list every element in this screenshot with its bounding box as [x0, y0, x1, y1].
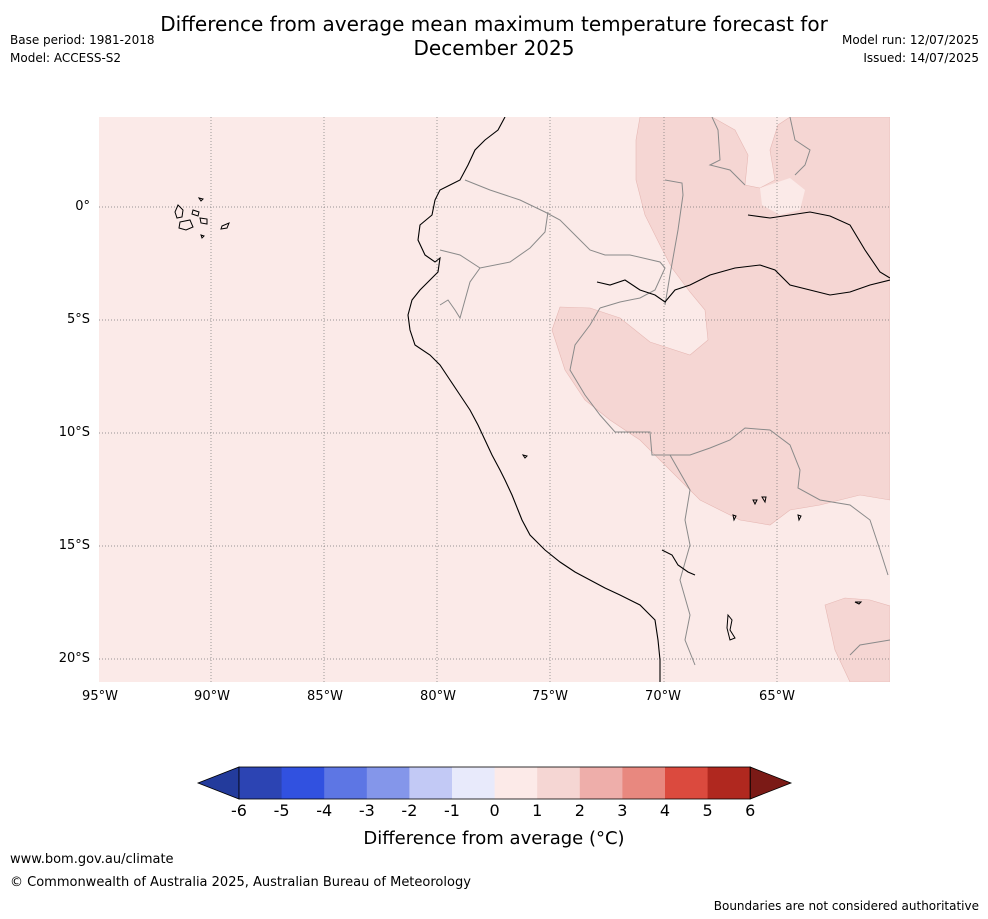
lat-label-20s: 20°S	[58, 651, 90, 666]
base-period: Base period: 1981-2018	[10, 33, 155, 47]
colorbar-tick-label: -1	[444, 801, 460, 820]
lon-label-90w: 90°W	[194, 689, 230, 704]
colorbar-outline	[238, 766, 751, 800]
lon-label-70w: 70°W	[645, 689, 681, 704]
colorbar-segment	[622, 767, 666, 799]
colorbar-tick-label: -3	[358, 801, 375, 820]
lon-label-85w: 85°W	[307, 689, 343, 704]
colorbar-segment	[707, 767, 751, 799]
lon-label-75w: 75°W	[532, 689, 568, 704]
title-line-1: Difference from average mean maximum tem…	[160, 12, 828, 36]
anomaly-1-2-region-south	[824, 597, 890, 682]
footer-disclaimer: Boundaries are not considered authoritat…	[713, 899, 979, 913]
lon-label-65w: 65°W	[759, 689, 795, 704]
lat-label-10s: 10°S	[58, 425, 90, 440]
footer-copyright: © Commonwealth of Australia 2025, Austra…	[10, 875, 471, 890]
colorbar-tick-label: -2	[401, 801, 418, 820]
model-name: Model: ACCESS-S2	[10, 51, 122, 65]
meta-left: Base period: 1981-2018 Model: ACCESS-S2	[10, 31, 155, 67]
colorbar-segment	[665, 767, 709, 799]
colorbar-tick-label: 2	[574, 801, 585, 820]
coastline	[407, 117, 890, 682]
colorbar-tick-label: 0	[489, 801, 500, 820]
country-borders	[439, 117, 890, 666]
colorbar-tick-label: 1	[532, 801, 543, 820]
colorbar-segment	[579, 767, 623, 799]
anomaly-0-1-hole	[760, 178, 805, 215]
meta-right: Model run: 12/07/2025 Issued: 14/07/2025	[842, 31, 979, 67]
colorbar-segment	[324, 767, 368, 799]
lon-label-95w: 95°W	[82, 689, 118, 704]
lat-label-15s: 15°S	[58, 538, 90, 553]
colorbar-segment	[366, 767, 410, 799]
colorbar-extend-low	[196, 766, 240, 800]
colorbar-tick-label: 4	[659, 801, 671, 820]
colorbar-tick-label: -4	[316, 801, 333, 820]
colorbar-segment	[537, 767, 581, 799]
lat-label-5s: 5°S	[66, 312, 90, 327]
colorbar-tick-label: 6	[745, 801, 756, 820]
colorbar-tick-label: -5	[273, 801, 290, 820]
issued-date: Issued: 14/07/2025	[863, 51, 979, 65]
galapagos-islands	[174, 197, 230, 239]
colorbar-segment	[409, 767, 453, 799]
colorbar	[196, 766, 793, 800]
colorbar-segment	[452, 767, 496, 799]
colorbar-segment	[494, 767, 538, 799]
lakes	[521, 454, 863, 641]
model-run: Model run: 12/07/2025	[841, 33, 979, 47]
colorbar-segment	[281, 767, 325, 799]
colorbar-tick-label: 5	[702, 801, 713, 820]
colorbar-label: Difference from average (°C)	[363, 828, 625, 849]
graticule	[99, 117, 890, 682]
title-line-2: December 2025	[413, 36, 575, 60]
footer-url: www.bom.gov.au/climate	[10, 852, 174, 867]
colorbar-tick-label: 3	[617, 801, 628, 820]
lat-label-0: 0°	[75, 199, 90, 214]
lon-label-80w: 80°W	[420, 689, 456, 704]
colorbar-extend-high	[749, 766, 793, 800]
colorbar-tick-label: -6	[231, 801, 247, 820]
map-title: Difference from average mean maximum tem…	[0, 12, 988, 60]
colorbar-segment	[239, 767, 283, 799]
